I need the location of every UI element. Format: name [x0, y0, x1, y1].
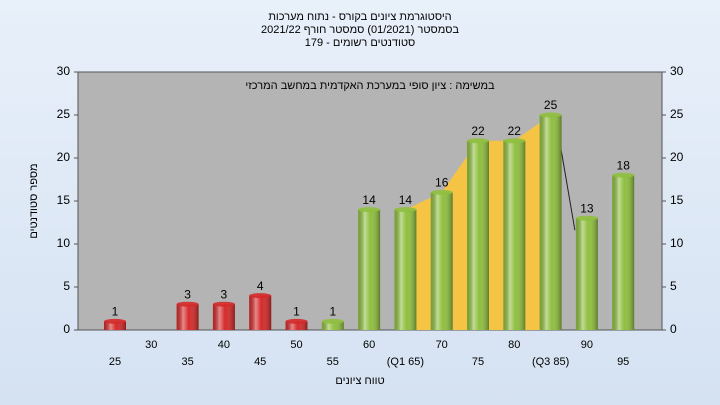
bar-cap — [503, 138, 526, 144]
bar-shine — [212, 304, 235, 330]
data-label: 13 — [580, 201, 594, 215]
y-tick-label: 25 — [57, 107, 71, 121]
x-tick-label: 25 — [109, 356, 121, 368]
bar-shine — [430, 192, 453, 330]
bar-cap — [249, 293, 272, 299]
bar-shine — [612, 175, 635, 330]
bar-shine — [503, 140, 526, 330]
data-label: 3 — [221, 287, 228, 301]
chart-subtitle: בסמסטר (01/2021) סמסטר חורף 2021/22 — [261, 24, 459, 36]
y-axis-label: מספר סטודנטים — [28, 163, 40, 238]
bar-shine — [176, 304, 199, 330]
data-label: 1 — [112, 305, 119, 319]
bar-shine — [394, 209, 417, 330]
y-tick-label: 15 — [57, 193, 71, 207]
bar-cap — [575, 215, 598, 221]
x-axis-label: טווח ציונים — [335, 375, 384, 387]
bar-cap — [212, 301, 235, 307]
x-tick-label: 60 — [363, 339, 375, 351]
x-tick-label: 45 — [254, 356, 266, 368]
data-label: 1 — [329, 305, 336, 319]
y2-tick-label: 0 — [670, 322, 677, 336]
bar-cap — [285, 318, 308, 324]
bar-cap — [321, 318, 344, 324]
data-label: 14 — [362, 193, 376, 207]
bar-cap — [430, 189, 453, 195]
bar-shine — [575, 218, 598, 330]
y2-tick-label: 30 — [670, 64, 684, 78]
x-tick-label: 80 — [508, 339, 520, 351]
x-tick-label: 90 — [581, 339, 593, 351]
x-tick-label: 95 — [617, 356, 629, 368]
bar-shine — [249, 295, 272, 330]
bar-shine — [467, 140, 489, 330]
bar-shine — [104, 321, 126, 330]
bar-shine — [285, 321, 308, 330]
x-tick-label: 50 — [290, 339, 302, 351]
data-label: 18 — [617, 158, 631, 172]
bar-cap — [358, 207, 381, 213]
bar-cap — [394, 207, 417, 213]
bar-cap — [539, 112, 562, 118]
bar-shine — [321, 321, 344, 330]
data-label: 16 — [435, 176, 449, 190]
y-tick-label: 5 — [63, 279, 70, 293]
y2-tick-label: 5 — [670, 279, 677, 293]
x-tick-label: (Q1 65) — [387, 356, 424, 368]
y2-tick-label: 25 — [670, 107, 684, 121]
bar-cap — [612, 172, 635, 178]
x-tick-label: (Q3 85) — [532, 356, 569, 368]
data-label: 14 — [399, 193, 413, 207]
x-tick-label: 70 — [436, 339, 448, 351]
bar-shine — [358, 209, 381, 330]
data-label: 22 — [471, 124, 485, 138]
bar-cap — [104, 318, 126, 324]
y2-tick-label: 15 — [670, 193, 684, 207]
y2-tick-label: 10 — [670, 236, 684, 250]
data-label: 1 — [293, 305, 300, 319]
chart-title: היסטוגרמת ציונים בקורס - נתוח מערכות — [268, 11, 451, 23]
x-tick-label: 40 — [218, 339, 230, 351]
x-tick-label: 75 — [472, 356, 484, 368]
y-tick-label: 10 — [57, 236, 71, 250]
y2-tick-label: 20 — [670, 150, 684, 164]
y-tick-label: 30 — [57, 64, 71, 78]
y-tick-label: 20 — [57, 150, 71, 164]
annotation: במשימה : ציון סופי במערכת האקדמית במחשב … — [245, 80, 495, 92]
chart-subtitle: סטודנטים רשומים - 179 — [305, 37, 416, 49]
x-tick-label: 35 — [181, 356, 193, 368]
x-tick-label: 55 — [327, 356, 339, 368]
x-tick-label: 30 — [145, 339, 157, 351]
bar-cap — [176, 301, 199, 307]
data-label: 22 — [508, 124, 522, 138]
data-label: 25 — [544, 98, 558, 112]
data-label: 4 — [257, 279, 264, 293]
data-label: 3 — [184, 287, 191, 301]
bar-cap — [467, 138, 489, 144]
bar-shine — [539, 115, 562, 330]
y-tick-label: 0 — [63, 322, 70, 336]
